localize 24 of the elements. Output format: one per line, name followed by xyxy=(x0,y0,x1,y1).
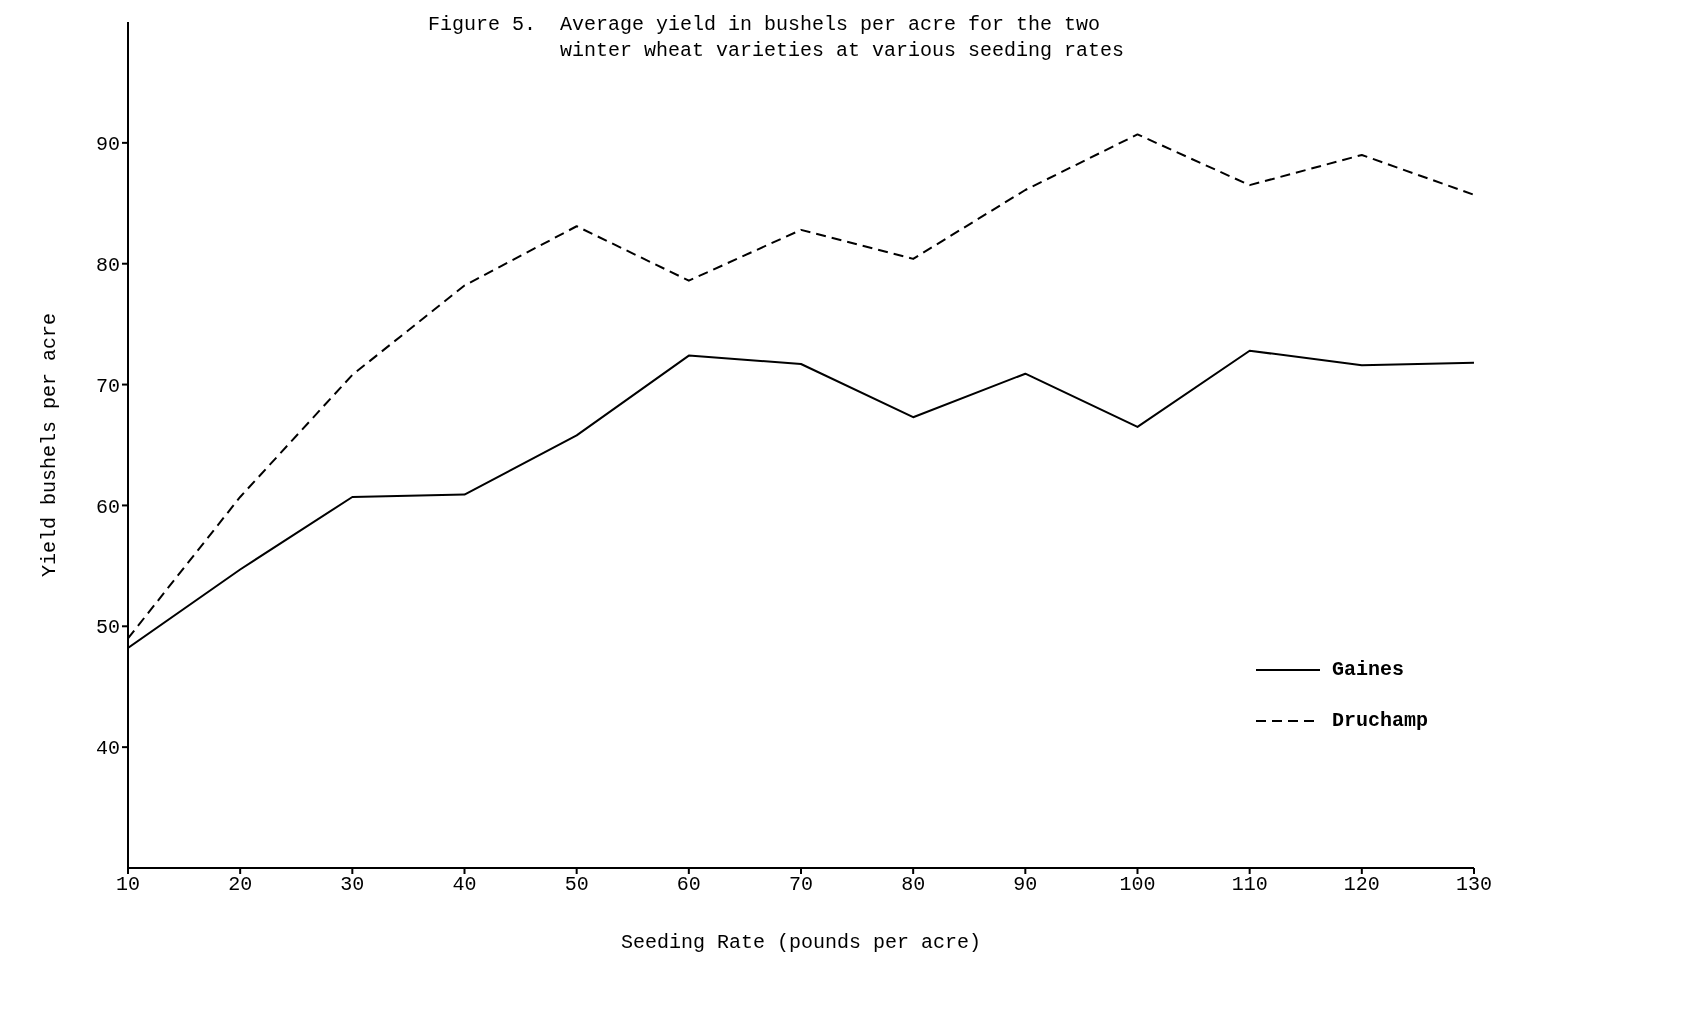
x-tick-label: 40 xyxy=(452,873,477,897)
legend-label: Druchamp xyxy=(1331,709,1428,732)
x-axis-title: Seeding Rate (pounds per acre) xyxy=(620,931,982,954)
x-tick-label: 120 xyxy=(1343,873,1380,897)
x-tick-label: 110 xyxy=(1231,873,1268,897)
x-tick-label: 50 xyxy=(564,873,589,897)
legend-label: Gaines xyxy=(1331,658,1404,681)
x-tick-label: 20 xyxy=(228,873,253,897)
x-tick-label: 30 xyxy=(340,873,365,897)
y-axis-title: Yield bushels per acre xyxy=(38,312,62,578)
x-tick-label: 130 xyxy=(1455,873,1492,897)
x-tick-label: 70 xyxy=(788,873,813,897)
x-tick-label: 80 xyxy=(901,873,926,897)
x-tick-label: 100 xyxy=(1119,873,1156,897)
x-tick-label: 90 xyxy=(1013,873,1038,897)
y-tick-label: 60 xyxy=(95,495,120,519)
x-tick-label: 10 xyxy=(115,873,141,897)
y-tick-label: 80 xyxy=(95,253,120,277)
y-tick-label: 40 xyxy=(95,737,120,761)
x-tick-label: 60 xyxy=(676,873,701,897)
y-tick-label: 90 xyxy=(95,132,120,156)
y-tick-label: 70 xyxy=(95,374,120,398)
chart-title: Figure 5. Average yield in bushels per acre for the two winter wheat varieties at various seeding rates xyxy=(428,12,1125,64)
y-tick-label: 50 xyxy=(95,616,120,640)
